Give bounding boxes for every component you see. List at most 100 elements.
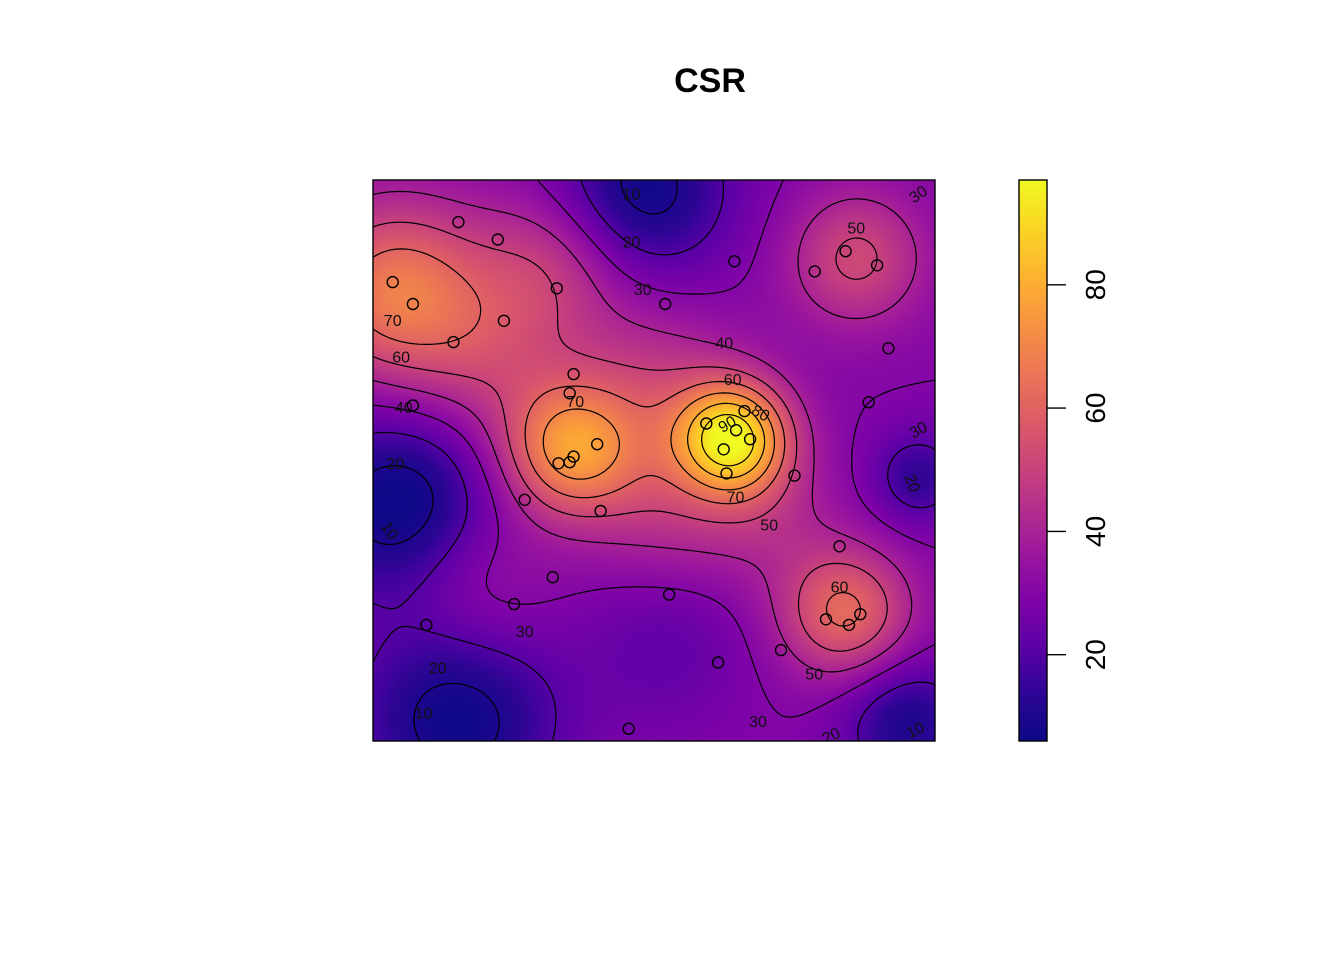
contour-label-group: 20 <box>623 234 641 251</box>
event-point <box>452 215 465 229</box>
event-point <box>839 244 852 258</box>
contour-label-group: 10 <box>904 719 927 742</box>
intensity-surface <box>373 180 935 741</box>
color-bar: 20 40 60 80 <box>1018 179 1111 742</box>
contour-line-80 <box>687 402 766 479</box>
contour-label: 50 <box>847 220 865 237</box>
event-point <box>774 643 788 657</box>
plot-area: 10 20 30 30 50 70 60 40 60 70 90 80 40 30 20 20 70 50 10 60… <box>373 180 935 748</box>
contour-label: 20 <box>623 234 641 251</box>
chart-title: CSR <box>674 62 746 100</box>
contour-label: 20 <box>820 725 843 748</box>
event-point <box>728 255 741 268</box>
contour-label-group: 30 <box>516 624 534 641</box>
contour-label: 20 <box>900 472 922 495</box>
event-point <box>550 282 563 295</box>
event-point <box>808 265 821 278</box>
contour-label: 70 <box>727 490 745 507</box>
contour-label: 70 <box>384 313 402 330</box>
contour-label: 20 <box>429 661 447 678</box>
contour-label-group: 40 <box>715 335 733 352</box>
contour-label-group: 70 <box>384 313 402 330</box>
contour-label: 60 <box>724 372 742 389</box>
contour-label: 10 <box>623 187 641 204</box>
contour-label: 40 <box>395 400 413 417</box>
contour-label-group: 70 <box>727 490 745 507</box>
contour-label-group: 80 <box>748 402 772 426</box>
color-bar-gradient <box>1019 180 1047 741</box>
contour-label: 50 <box>760 518 778 535</box>
event-point <box>870 259 884 272</box>
event-point <box>567 367 580 381</box>
color-bar-tick-label: 80 <box>1080 269 1111 300</box>
event-point <box>659 297 672 311</box>
event-point <box>711 656 725 669</box>
event-point <box>717 443 730 456</box>
contour-label-group: 20 <box>900 472 922 495</box>
event-point <box>563 387 576 400</box>
contour-label-group: 50 <box>760 518 778 535</box>
contour-label-group: 60 <box>831 579 849 596</box>
contour-label-group: 90 <box>716 413 740 437</box>
contour-line-70 <box>542 392 776 491</box>
color-bar-tick-label: 40 <box>1080 516 1111 547</box>
contour-labels: 10 20 30 30 50 70 60 40 60 70 90 80 40 30 20 20 70 50 10 60… <box>377 183 931 748</box>
event-point <box>386 275 399 289</box>
event-point <box>591 438 604 451</box>
contour-label: 30 <box>907 419 931 443</box>
color-bar-frame <box>1018 179 1048 742</box>
contour-label: 10 <box>415 706 433 723</box>
event-point <box>546 571 559 584</box>
event-point <box>882 342 895 355</box>
contour-label-group: 60 <box>392 349 410 366</box>
contour-label-group: 50 <box>847 220 865 237</box>
event-point <box>497 314 511 327</box>
contour-label-group: 50 <box>805 666 823 683</box>
event-point <box>854 608 867 621</box>
contour-label-group: 30 <box>634 282 652 299</box>
event-point <box>406 399 420 412</box>
contour-label-group: 60 <box>724 372 742 389</box>
contour-line-90 <box>701 414 755 467</box>
contour-label-group: 10 <box>415 706 433 723</box>
event-point <box>420 618 433 632</box>
event-point <box>720 467 733 480</box>
contour-label: 60 <box>831 579 849 596</box>
contour-label: 40 <box>715 335 733 352</box>
event-point <box>788 469 801 482</box>
contour-label-group: 20 <box>387 456 405 473</box>
contour-label: 50 <box>805 666 823 683</box>
contour-label: 10 <box>904 719 927 742</box>
contour-label: 20 <box>387 456 405 473</box>
color-bar-tick-label: 60 <box>1080 393 1111 424</box>
contour-label-group: 20 <box>820 725 843 748</box>
contour-label-group: 30 <box>749 714 767 731</box>
contour-label-group: 40 <box>395 400 413 417</box>
contour-line-40 <box>373 190 917 673</box>
event-point <box>819 613 833 626</box>
contour-label: 80 <box>748 402 772 426</box>
event-point <box>738 404 751 418</box>
contour-label: 30 <box>516 624 534 641</box>
event-point <box>552 457 565 470</box>
event-point <box>491 233 504 246</box>
event-point <box>518 493 531 506</box>
event-point <box>447 335 460 349</box>
event-point <box>594 504 607 518</box>
event-point <box>663 588 676 601</box>
event-point <box>743 433 757 446</box>
contour-label: 70 <box>566 394 584 411</box>
event-point <box>862 396 875 409</box>
event-point <box>729 424 743 437</box>
contour-label-group: 30 <box>907 419 931 443</box>
contour-label-group: 20 <box>429 661 447 678</box>
contour-label-group: 70 <box>566 394 584 411</box>
event-point <box>700 417 713 430</box>
color-bar-tick-label: 20 <box>1080 639 1111 670</box>
event-point <box>406 297 420 311</box>
event-points <box>386 215 895 735</box>
contour-label: 30 <box>749 714 767 731</box>
event-point <box>507 597 521 611</box>
color-bar-ticks: 20 40 60 80 <box>1047 269 1111 670</box>
